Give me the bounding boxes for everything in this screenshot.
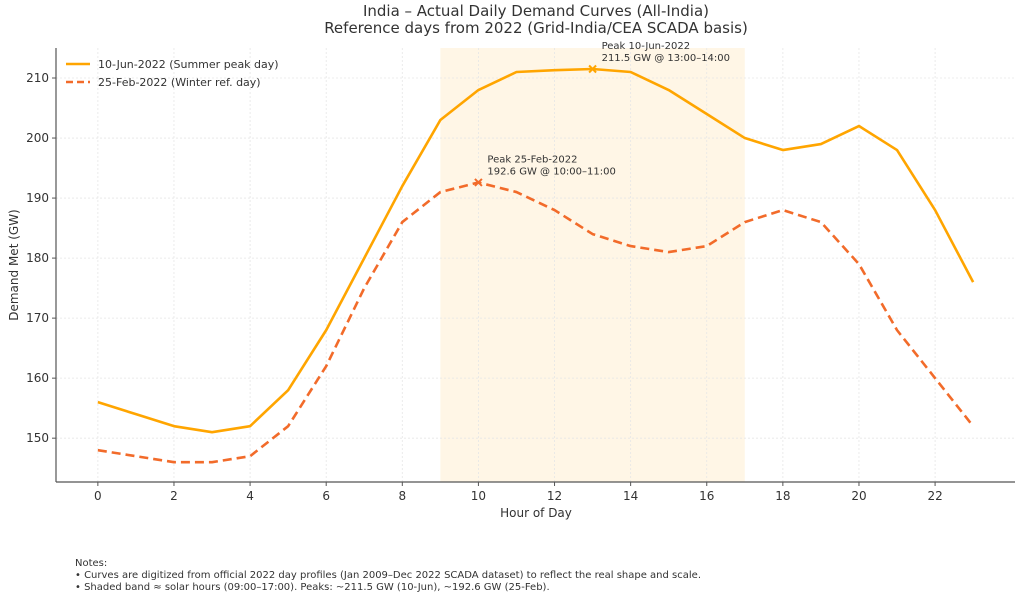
y-tick-label: 190 <box>26 191 49 205</box>
x-tick-label: 22 <box>927 489 942 503</box>
y-axis-label: Demand Met (GW) <box>7 209 21 321</box>
series-line-1 <box>97 181 975 464</box>
x-tick-label: 20 <box>851 489 866 503</box>
x-tick-label: 12 <box>547 489 562 503</box>
legend-label: 25-Feb-2022 (Winter ref. day) <box>98 76 261 89</box>
peak-marker <box>588 64 597 74</box>
notes-line: • Curves are digitized from official 202… <box>75 570 701 581</box>
x-tick-label: 16 <box>699 489 714 503</box>
peak-marker <box>474 178 483 187</box>
peak-annotation-line1: Peak 25-Feb-2022 <box>487 154 577 165</box>
peak-annotation-line1: Peak 10-Jun-2022 <box>602 41 691 52</box>
y-tick-label: 180 <box>26 251 49 265</box>
x-tick-label: 18 <box>775 489 790 503</box>
solar-hours-band <box>440 48 745 482</box>
series-line-0 <box>97 67 975 434</box>
notes: Notes: • Curves are digitized from offic… <box>75 558 701 594</box>
y-tick-label: 150 <box>26 431 49 445</box>
chart-subtitle: Reference days from 2022 (Grid-India/CEA… <box>324 19 748 37</box>
x-axis-label: Hour of Day <box>500 506 572 520</box>
peak-annotation-line2: 192.6 GW @ 10:00–11:00 <box>487 166 615 177</box>
x-tick-label: 14 <box>623 489 638 503</box>
peak-annotation-line2: 211.5 GW @ 13:00–14:00 <box>602 53 730 64</box>
x-tick-label: 4 <box>246 489 254 503</box>
x-tick-label: 2 <box>170 489 178 503</box>
x-tick-label: 8 <box>398 489 406 503</box>
y-tick-label: 210 <box>26 71 49 85</box>
x-tick-label: 10 <box>471 489 486 503</box>
notes-heading: Notes: <box>75 558 108 569</box>
legend-label: 10-Jun-2022 (Summer peak day) <box>98 58 279 71</box>
y-tick-label: 160 <box>26 371 49 385</box>
x-tick-label: 6 <box>322 489 330 503</box>
x-tick-label: 0 <box>94 489 102 503</box>
y-tick-label: 200 <box>26 131 49 145</box>
y-tick-label: 170 <box>26 311 49 325</box>
notes-line: • Shaded band ≈ solar hours (09:00–17:00… <box>75 582 550 593</box>
chart-title: India – Actual Daily Demand Curves (All-… <box>363 2 709 20</box>
